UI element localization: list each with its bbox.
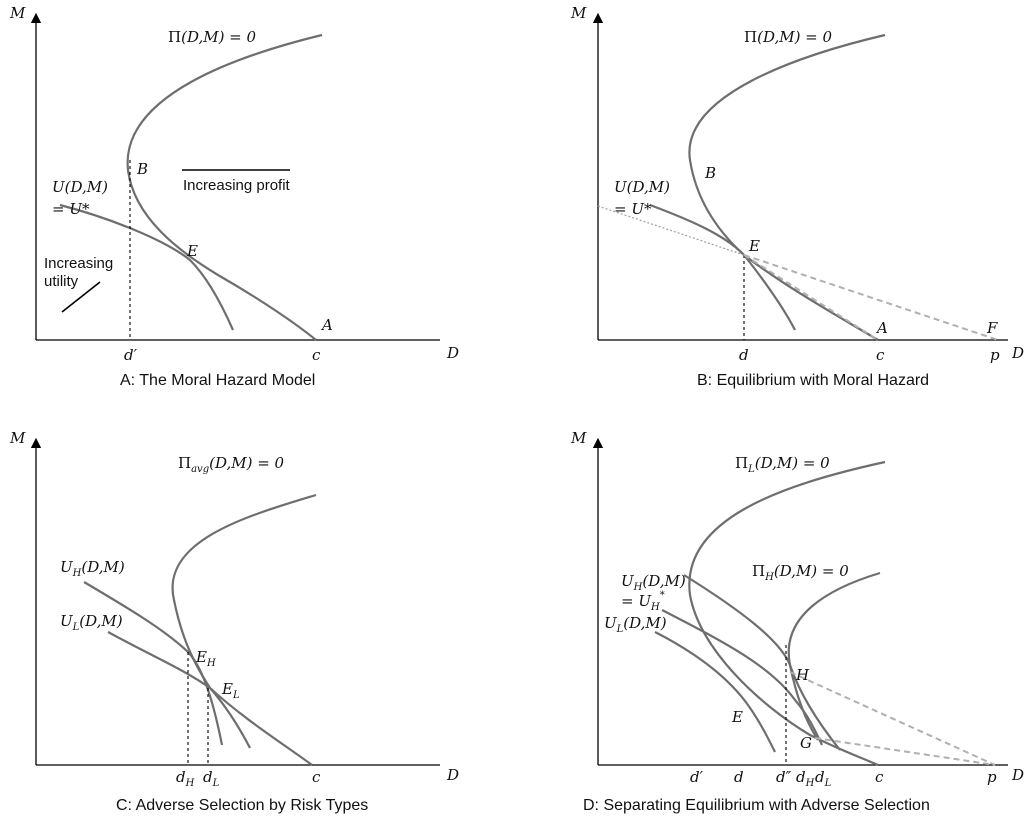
y-axis-label: M [9,4,26,22]
tick-dl: dL [203,768,220,789]
profit-curve [126,33,323,341]
tick-d: d [734,768,744,786]
panel-a: M D Π(D,M) = 0 U(D,M) = U* B E A d′ c In… [9,4,459,389]
uh-eq-label: = UH* [621,590,665,613]
dashed-line-g [814,737,996,766]
point-e: E [731,708,743,726]
profit-l-label: ΠL(D,M) = 0 [735,454,830,475]
profit-l-curve [688,460,886,767]
profit-h-curve [787,571,881,741]
profit-curve [171,493,317,766]
tick-d-prime: d′ [690,768,704,786]
profit-curve-label: Π(D,M) = 0 [744,28,833,46]
utility-h-curve [683,574,841,751]
x-axis-label: D [446,344,459,362]
caption-d: D: Separating Equilibrium with Adverse S… [583,797,930,814]
utility-l-curve [107,631,251,749]
caption-b: B: Equilibrium with Moral Hazard [697,372,929,389]
x-axis-label: D [446,766,459,784]
profit-curve [688,33,886,341]
point-eh: EH [195,648,216,669]
tick-d-prime: d′ [124,346,138,364]
tick-dh: dH [176,768,195,789]
tick-c: c [875,768,884,786]
tangent-line [597,205,745,256]
profit-curve-label: Π(D,M) = 0 [168,28,257,46]
note-increasing-utility-2: utility [44,273,79,290]
utility-label-2: = U* [614,200,652,218]
caption-a: A: The Moral Hazard Model [120,372,315,389]
utility-label-2: = U* [52,200,90,218]
tick-p: p [987,768,997,786]
panel-b: M D Π(D,M) = 0 U(D,M) = U* B E A F d c p… [570,4,1024,389]
point-e: E [748,237,760,255]
y-axis-label: M [570,429,587,447]
y-axis-label: M [570,4,587,22]
panel-d: M D ΠL(D,M) = 0 ΠH(D,M) = 0 UH(D,M) = UH… [570,429,1024,814]
utility-label-1: U(D,M) [614,178,670,196]
point-e: E [186,242,198,260]
profit-curve-label: Πavg(D,M) = 0 [178,454,285,475]
x-axis-label: D [1011,766,1024,784]
utility-l-curve-e [654,631,776,753]
increasing-utility-line [61,281,101,313]
dashed-line-to-f [743,254,999,341]
point-a: A [320,316,333,334]
tick-c: c [876,346,885,364]
tick-p: p [990,346,1000,364]
point-b: B [136,160,148,178]
tick-dl: dL [815,768,832,789]
caption-c: C: Adverse Selection by Risk Types [116,797,368,814]
point-g: G [800,734,812,752]
point-f: F [986,319,998,337]
tick-dh: dH [796,768,815,789]
x-axis-label: D [1011,344,1024,362]
utility-curve [649,203,796,331]
ul-label: UL(D,M) [60,612,123,633]
dashed-line-h [789,671,996,766]
tick-d-double-prime: d″ [776,768,792,786]
utility-l-curve-g [661,609,823,746]
utility-label-1: U(D,M) [52,178,108,196]
point-el: EL [221,680,240,701]
note-increasing-profit: Increasing profit [183,177,291,194]
y-axis-label: M [9,429,26,447]
utility-h-curve [83,581,224,746]
point-a: A [875,319,888,337]
panel-c: M D Πavg(D,M) = 0 UH(D,M) UL(D,M) EH EL … [9,429,459,814]
point-h: H [795,666,810,684]
uh-label: UH(D,M) [621,572,686,593]
ul-label: UL(D,M) [604,614,667,635]
uh-label: UH(D,M) [60,558,125,579]
tick-d: d [739,346,749,364]
point-b: B [704,164,716,182]
utility-curve [59,203,235,331]
profit-h-label: ΠH(D,M) = 0 [752,562,849,583]
note-increasing-utility-1: Increasing [44,255,113,272]
tick-c: c [312,346,321,364]
dashed-line-to-a [743,254,879,341]
tick-c: c [312,768,321,786]
